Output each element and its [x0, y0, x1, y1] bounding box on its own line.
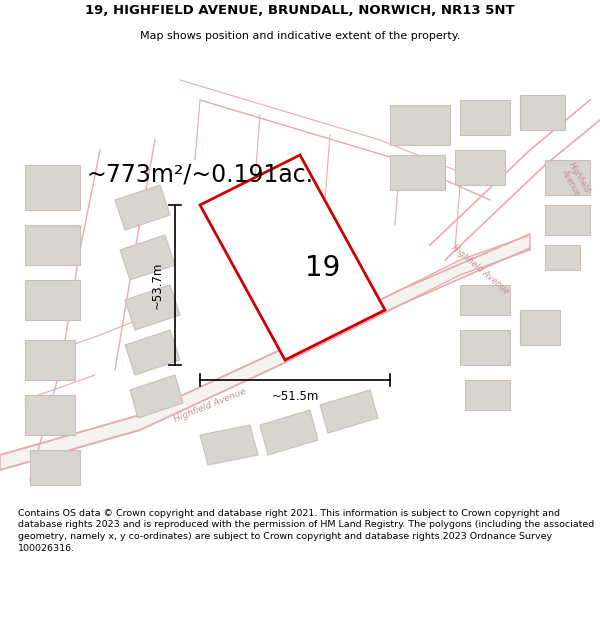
- Polygon shape: [25, 165, 80, 210]
- Polygon shape: [200, 425, 258, 465]
- Polygon shape: [460, 330, 510, 365]
- Text: ~53.7m: ~53.7m: [151, 261, 163, 309]
- Polygon shape: [520, 310, 560, 345]
- Polygon shape: [455, 150, 505, 185]
- Polygon shape: [120, 235, 175, 280]
- Polygon shape: [460, 285, 510, 315]
- Text: Contains OS data © Crown copyright and database right 2021. This information is : Contains OS data © Crown copyright and d…: [18, 509, 594, 553]
- Polygon shape: [460, 100, 510, 135]
- Text: 19: 19: [305, 254, 340, 281]
- Polygon shape: [520, 95, 565, 130]
- Polygon shape: [260, 410, 318, 455]
- Polygon shape: [545, 205, 590, 235]
- Text: 19, HIGHFIELD AVENUE, BRUNDALL, NORWICH, NR13 5NT: 19, HIGHFIELD AVENUE, BRUNDALL, NORWICH,…: [85, 4, 515, 18]
- Polygon shape: [25, 280, 80, 320]
- Polygon shape: [25, 395, 75, 435]
- Polygon shape: [125, 285, 180, 330]
- Polygon shape: [125, 330, 180, 375]
- Polygon shape: [390, 105, 450, 145]
- Polygon shape: [30, 450, 80, 485]
- Text: ~51.5m: ~51.5m: [271, 389, 319, 402]
- Polygon shape: [0, 235, 530, 470]
- Polygon shape: [25, 225, 80, 265]
- Polygon shape: [545, 245, 580, 270]
- Text: Highfield
Avenue: Highfield Avenue: [558, 161, 592, 199]
- Polygon shape: [130, 375, 183, 418]
- Text: Highfield Avenue: Highfield Avenue: [173, 386, 247, 424]
- Polygon shape: [465, 380, 510, 410]
- Polygon shape: [115, 185, 170, 230]
- Polygon shape: [320, 390, 378, 433]
- Polygon shape: [545, 160, 590, 195]
- Text: Highfield Avenue: Highfield Avenue: [449, 244, 511, 296]
- Text: Map shows position and indicative extent of the property.: Map shows position and indicative extent…: [140, 31, 460, 41]
- Polygon shape: [200, 155, 385, 360]
- Polygon shape: [390, 155, 445, 190]
- Polygon shape: [25, 340, 75, 380]
- Text: ~773m²/~0.191ac.: ~773m²/~0.191ac.: [86, 163, 314, 187]
